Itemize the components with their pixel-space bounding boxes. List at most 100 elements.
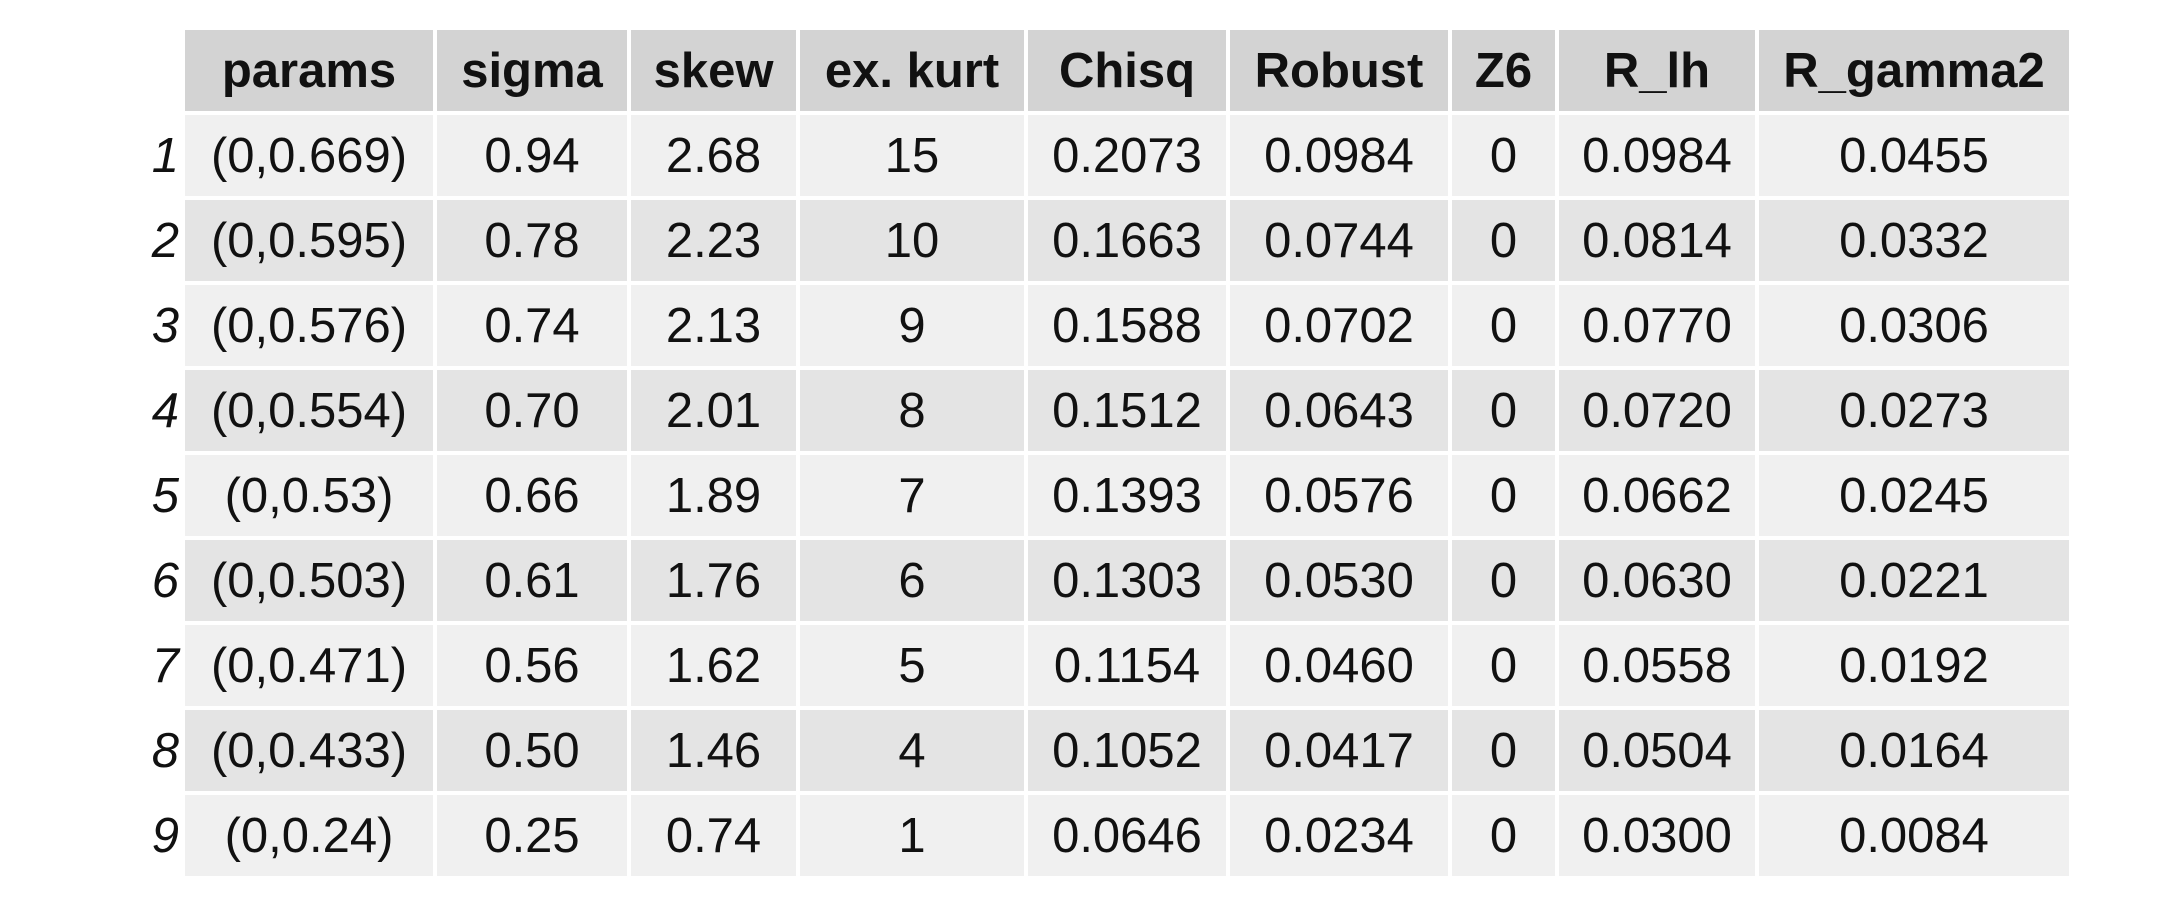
cell-z6: 0 <box>1452 200 1555 281</box>
cell-r-gamma2: 0.0245 <box>1759 455 2069 536</box>
cell-ex-kurt: 10 <box>800 200 1024 281</box>
row-index: 8 <box>137 710 181 791</box>
cell-params: (0,0.554) <box>185 370 433 451</box>
cell-ex-kurt: 7 <box>800 455 1024 536</box>
cell-sigma: 0.25 <box>437 795 627 876</box>
cell-r-gamma2: 0.0084 <box>1759 795 2069 876</box>
cell-ex-kurt: 5 <box>800 625 1024 706</box>
cell-params: (0,0.53) <box>185 455 433 536</box>
column-header-skew: skew <box>631 30 796 111</box>
row-index: 4 <box>137 370 181 451</box>
cell-robust: 0.0417 <box>1230 710 1448 791</box>
cell-r-lh: 0.0558 <box>1559 625 1755 706</box>
cell-ex-kurt: 15 <box>800 115 1024 196</box>
cell-chisq: 0.2073 <box>1028 115 1226 196</box>
cell-skew: 1.62 <box>631 625 796 706</box>
row-index: 5 <box>137 455 181 536</box>
cell-sigma: 0.61 <box>437 540 627 621</box>
cell-robust: 0.0234 <box>1230 795 1448 876</box>
cell-z6: 0 <box>1452 795 1555 876</box>
table-header: params sigma skew ex. kurt Chisq Robust … <box>137 30 2069 111</box>
cell-z6: 0 <box>1452 455 1555 536</box>
table-row: 9 (0,0.24) 0.25 0.74 1 0.0646 0.0234 0 0.0300 0.0… <box>137 795 2069 876</box>
table-row: 2 (0,0.595) 0.78 2.23 10 0.1663 0.0744 0 0.0814 0… <box>137 200 2069 281</box>
cell-chisq: 0.1663 <box>1028 200 1226 281</box>
results-table: params sigma skew ex. kurt Chisq Robust … <box>133 26 2073 880</box>
cell-ex-kurt: 4 <box>800 710 1024 791</box>
cell-skew: 0.74 <box>631 795 796 876</box>
table-row: 5 (0,0.53) 0.66 1.89 7 0.1393 0.0576 0 0.0662 0.0… <box>137 455 2069 536</box>
cell-params: (0,0.576) <box>185 285 433 366</box>
cell-r-lh: 0.0770 <box>1559 285 1755 366</box>
cell-ex-kurt: 1 <box>800 795 1024 876</box>
row-index: 3 <box>137 285 181 366</box>
cell-robust: 0.0702 <box>1230 285 1448 366</box>
cell-params: (0,0.24) <box>185 795 433 876</box>
row-index: 7 <box>137 625 181 706</box>
cell-sigma: 0.74 <box>437 285 627 366</box>
cell-r-gamma2: 0.0455 <box>1759 115 2069 196</box>
table-row: 3 (0,0.576) 0.74 2.13 9 0.1588 0.0702 0 0.0770 0.… <box>137 285 2069 366</box>
cell-r-gamma2: 0.0332 <box>1759 200 2069 281</box>
row-index: 1 <box>137 115 181 196</box>
column-header-sigma: sigma <box>437 30 627 111</box>
cell-params: (0,0.433) <box>185 710 433 791</box>
header-corner <box>137 30 181 111</box>
table-row: 8 (0,0.433) 0.50 1.46 4 0.1052 0.0417 0 0.0504 0.… <box>137 710 2069 791</box>
cell-r-lh: 0.0630 <box>1559 540 1755 621</box>
cell-z6: 0 <box>1452 625 1555 706</box>
column-header-chisq: Chisq <box>1028 30 1226 111</box>
cell-robust: 0.0460 <box>1230 625 1448 706</box>
table-row: 1 (0,0.669) 0.94 2.68 15 0.2073 0.0984 0 0.0984 0… <box>137 115 2069 196</box>
cell-r-gamma2: 0.0164 <box>1759 710 2069 791</box>
cell-z6: 0 <box>1452 710 1555 791</box>
cell-skew: 1.76 <box>631 540 796 621</box>
cell-z6: 0 <box>1452 285 1555 366</box>
cell-sigma: 0.94 <box>437 115 627 196</box>
cell-r-gamma2: 0.0192 <box>1759 625 2069 706</box>
cell-z6: 0 <box>1452 370 1555 451</box>
cell-skew: 1.46 <box>631 710 796 791</box>
cell-chisq: 0.1303 <box>1028 540 1226 621</box>
cell-sigma: 0.70 <box>437 370 627 451</box>
cell-chisq: 0.0646 <box>1028 795 1226 876</box>
table-row: 6 (0,0.503) 0.61 1.76 6 0.1303 0.0530 0 0.0630 0.… <box>137 540 2069 621</box>
cell-params: (0,0.595) <box>185 200 433 281</box>
cell-chisq: 0.1052 <box>1028 710 1226 791</box>
row-index: 9 <box>137 795 181 876</box>
header-row: params sigma skew ex. kurt Chisq Robust … <box>137 30 2069 111</box>
cell-chisq: 0.1154 <box>1028 625 1226 706</box>
column-header-robust: Robust <box>1230 30 1448 111</box>
cell-r-gamma2: 0.0221 <box>1759 540 2069 621</box>
cell-r-lh: 0.0720 <box>1559 370 1755 451</box>
cell-ex-kurt: 9 <box>800 285 1024 366</box>
column-header-ex-kurt: ex. kurt <box>800 30 1024 111</box>
cell-ex-kurt: 6 <box>800 540 1024 621</box>
cell-r-lh: 0.0504 <box>1559 710 1755 791</box>
cell-robust: 0.0744 <box>1230 200 1448 281</box>
cell-params: (0,0.503) <box>185 540 433 621</box>
cell-chisq: 0.1393 <box>1028 455 1226 536</box>
cell-z6: 0 <box>1452 540 1555 621</box>
cell-r-lh: 0.0662 <box>1559 455 1755 536</box>
cell-skew: 2.68 <box>631 115 796 196</box>
cell-sigma: 0.56 <box>437 625 627 706</box>
cell-r-lh: 0.0300 <box>1559 795 1755 876</box>
cell-skew: 1.89 <box>631 455 796 536</box>
cell-ex-kurt: 8 <box>800 370 1024 451</box>
table-body: 1 (0,0.669) 0.94 2.68 15 0.2073 0.0984 0 0.0984 0… <box>137 115 2069 876</box>
cell-params: (0,0.669) <box>185 115 433 196</box>
cell-sigma: 0.78 <box>437 200 627 281</box>
cell-r-lh: 0.0984 <box>1559 115 1755 196</box>
cell-skew: 2.01 <box>631 370 796 451</box>
table-row: 7 (0,0.471) 0.56 1.62 5 0.1154 0.0460 0 0.0558 0.… <box>137 625 2069 706</box>
cell-z6: 0 <box>1452 115 1555 196</box>
cell-robust: 0.0530 <box>1230 540 1448 621</box>
cell-skew: 2.13 <box>631 285 796 366</box>
cell-robust: 0.0984 <box>1230 115 1448 196</box>
cell-chisq: 0.1512 <box>1028 370 1226 451</box>
cell-r-gamma2: 0.0273 <box>1759 370 2069 451</box>
column-header-params: params <box>185 30 433 111</box>
cell-sigma: 0.50 <box>437 710 627 791</box>
column-header-r-gamma2: R_gamma2 <box>1759 30 2069 111</box>
